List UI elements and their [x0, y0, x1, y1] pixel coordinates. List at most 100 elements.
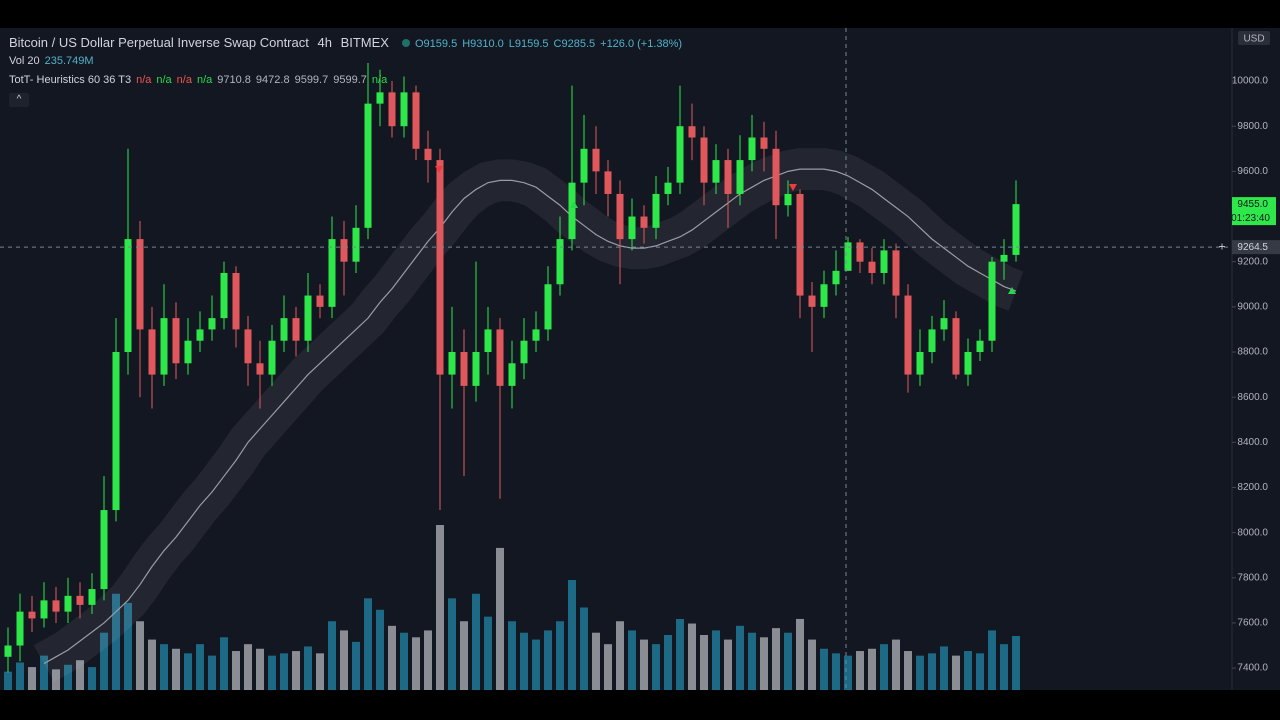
candle-body: [604, 171, 612, 194]
candle-body: [280, 318, 288, 341]
candle-body: [784, 193, 792, 206]
candle-body: [952, 318, 960, 375]
volume-bar: [952, 655, 960, 690]
volume-bar: [580, 607, 588, 690]
candle-body: [400, 92, 408, 127]
volume-bar: [28, 667, 36, 690]
indicator-values: n/a n/a n/a n/a 9710.8 9472.8 9599.7 9599.7 n/a: [136, 74, 392, 86]
volume-bar: [124, 602, 132, 690]
candle-body: [568, 182, 576, 240]
candle-body: [676, 126, 684, 183]
volume-bar: [640, 639, 648, 690]
candle-body: [412, 92, 420, 149]
ohlc-change: +126.0 (+1.38%): [600, 38, 683, 50]
candle-body: [1000, 254, 1008, 262]
candle-body: [64, 595, 72, 612]
countdown-label: 01:23:40: [1231, 213, 1270, 224]
candle-body: [592, 148, 600, 172]
volume-bar: [364, 598, 372, 690]
volume-bar: [604, 644, 612, 690]
candle-body: [832, 270, 840, 285]
candle-body: [436, 160, 444, 375]
volume-bar: [616, 621, 624, 690]
y-tick-label: 9600.0: [1237, 166, 1268, 177]
candle-body: [976, 340, 984, 353]
candle-body: [388, 92, 396, 127]
indicator-value: 9710.8: [217, 74, 251, 86]
candle-body: [904, 295, 912, 375]
volume-bar: [280, 653, 288, 690]
ohlc-open: O9159.5: [414, 38, 458, 50]
candle-body: [196, 329, 204, 341]
candle-body: [484, 329, 492, 353]
candle-body: [700, 137, 708, 183]
volume-bar: [172, 648, 180, 690]
crosshair-price-badge: [1232, 240, 1280, 255]
candle-body: [148, 329, 156, 375]
y-tick-label: 8200.0: [1237, 482, 1268, 493]
volume-bar: [340, 630, 348, 690]
candle-body: [580, 148, 588, 183]
candle-body: [448, 352, 456, 375]
volume-bar: [796, 618, 804, 690]
currency-badge[interactable]: [1238, 31, 1270, 45]
volume-bar: [196, 644, 204, 690]
volume-bar: [628, 630, 636, 690]
chart-background: [0, 28, 1280, 690]
volume-bar: [292, 651, 300, 690]
candle-body: [184, 340, 192, 364]
volume-layer: [4, 525, 1020, 690]
indicator-value: n/a: [176, 74, 192, 86]
volume-bar: [40, 655, 48, 690]
volume-bar: [928, 653, 936, 690]
volume-bar: [976, 653, 984, 690]
volume-bar: [424, 630, 432, 690]
candle-body: [1012, 204, 1020, 255]
candle-body: [652, 193, 660, 228]
volume-value: 235.749M: [44, 55, 94, 67]
candle-body: [520, 340, 528, 364]
volume-bar: [112, 593, 120, 690]
candle-body: [844, 242, 852, 271]
volume-bar: [736, 625, 744, 690]
candle-body: [964, 352, 972, 375]
candle-body: [304, 295, 312, 341]
candle-body: [856, 242, 864, 262]
candle-body: [100, 510, 108, 590]
ohlc-high: H9310.0: [462, 38, 504, 50]
buy-signal: [570, 201, 578, 208]
volume-bar: [820, 648, 828, 690]
volume-bar: [316, 653, 324, 690]
volume-bar: [724, 639, 732, 690]
volume-bar: [64, 664, 72, 690]
volume-bar: [592, 632, 600, 690]
volume-bar: [436, 525, 444, 690]
interval[interactable]: 4h: [317, 35, 332, 50]
candle-body: [160, 318, 168, 375]
volume-bar: [460, 621, 468, 690]
candle-body: [916, 352, 924, 375]
candle-body: [88, 589, 96, 605]
y-tick-label: 7800.0: [1237, 572, 1268, 583]
candle-body: [628, 216, 636, 240]
candle-body: [496, 329, 504, 386]
candle-body: [28, 611, 36, 619]
volume-bar: [76, 660, 84, 690]
y-tick-label: 10000.0: [1232, 76, 1269, 87]
candle-body: [472, 352, 480, 386]
candle-body: [316, 295, 324, 307]
y-tick-label: 8800.0: [1237, 347, 1268, 358]
candle-body: [880, 250, 888, 273]
volume-bar: [520, 632, 528, 690]
volume-bar: [844, 655, 852, 690]
candle-body: [424, 148, 432, 161]
candle-body: [736, 160, 744, 194]
volume-bar: [940, 646, 948, 690]
candle-body: [376, 92, 384, 104]
volume-bar: [892, 639, 900, 690]
candle-body: [928, 329, 936, 353]
candle-layer: [4, 62, 1020, 673]
indicator-value: 9599.7: [294, 74, 329, 86]
collapse-button[interactable]: ^: [9, 93, 29, 107]
candle-body: [40, 600, 48, 619]
